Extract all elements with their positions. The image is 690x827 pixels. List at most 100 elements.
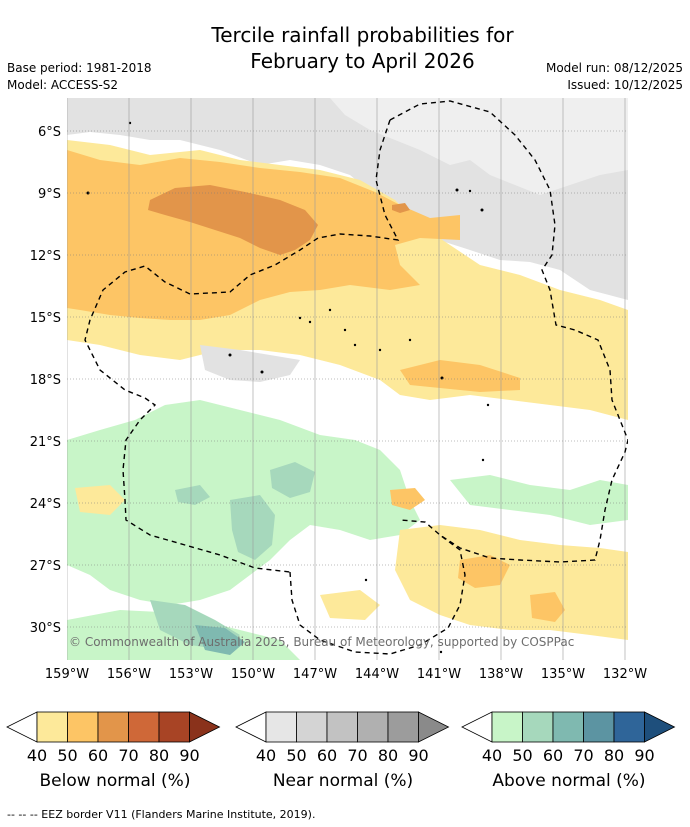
legend-tick: 90 (408, 746, 428, 765)
legend-above-normal: 40 50 60 70 80 90 (461, 711, 676, 765)
legend-swatch (357, 711, 389, 743)
eez-note: -- -- -- EEZ border V11 (Flanders Marine… (7, 808, 316, 821)
below-normal-band-60 (148, 185, 318, 255)
lon-label: 159°W (45, 667, 89, 682)
legend-under-triangle (461, 711, 493, 743)
legend-tick: 50 (57, 746, 77, 765)
lat-label: 30°S (30, 621, 61, 636)
legend-tick: 80 (604, 746, 624, 765)
near-normal-patch-central (200, 345, 300, 382)
below-normal-band-60-small (392, 203, 410, 213)
legend-tick: 70 (347, 746, 367, 765)
meta-left: Base period: 1981-2018 Model: ACCESS-S2 (7, 60, 152, 94)
lat-label: 24°S (30, 497, 61, 512)
legend-over-triangle (418, 711, 450, 743)
legend-tick: 40 (482, 746, 502, 765)
lon-label: 153°W (169, 667, 213, 682)
legend-swatch (552, 711, 584, 743)
eez-border-south (289, 534, 466, 655)
legend-under-triangle (235, 711, 267, 743)
below-normal-region-south-50 (458, 555, 510, 588)
eez-border-north-west (84, 119, 400, 573)
legend-over-triangle (189, 711, 221, 743)
legend-tick: 80 (378, 746, 398, 765)
legend-tick: 40 (27, 746, 47, 765)
lon-label: 141°W (417, 667, 461, 682)
above-normal-region-50-c (175, 485, 210, 505)
meta-right: Model run: 08/12/2025 Issued: 10/12/2025 (546, 60, 683, 94)
title-line-2: February to April 2026 (250, 49, 475, 73)
legend-tick: 80 (149, 746, 169, 765)
legend-tick: 60 (88, 746, 108, 765)
lon-label: 147°W (293, 667, 337, 682)
meridians (67, 98, 626, 660)
above-normal-region-60 (195, 625, 245, 655)
legend-tick: 70 (118, 746, 138, 765)
legend-below-label: Below normal (%) (39, 771, 191, 791)
lat-label: 21°S (30, 435, 61, 450)
legend-swatch (36, 711, 68, 743)
below-normal-region-sw (320, 590, 380, 620)
legend-near-label: Near normal (%) (272, 771, 414, 791)
lat-label: 9°S (38, 187, 61, 202)
base-period: Base period: 1981-2018 (7, 61, 152, 75)
legend-near-normal: 40 50 60 70 80 90 (235, 711, 450, 765)
lat-label: 27°S (30, 559, 61, 574)
above-normal-region-50 (230, 495, 275, 560)
gridlines (67, 130, 628, 628)
legend-swatch (326, 711, 358, 743)
below-normal-region-24s (390, 488, 425, 510)
legend-tick: 60 (317, 746, 337, 765)
legend-swatch (491, 711, 523, 743)
lat-label: 18°S (30, 373, 61, 388)
copyright-note: © Commonwealth of Australia 2025, Bureau… (69, 635, 574, 649)
lat-label: 12°S (30, 249, 61, 264)
legend-tick: 40 (256, 746, 276, 765)
legend-swatch (128, 711, 160, 743)
lon-label: 135°W (541, 667, 585, 682)
model-name: Model: ACCESS-S2 (7, 78, 119, 92)
legend-over-triangle (644, 711, 676, 743)
lon-label: 150°W (231, 667, 275, 682)
above-normal-region-east (450, 475, 628, 525)
eez-border-north (389, 100, 628, 563)
lat-label: 15°S (30, 311, 61, 326)
legend-swatch (583, 711, 615, 743)
legend-swatch (265, 711, 297, 743)
legend-tick: 60 (543, 746, 563, 765)
issued-date: Issued: 10/12/2025 (567, 78, 683, 92)
legend-swatch (97, 711, 129, 743)
below-normal-region-south-50-b (530, 592, 565, 622)
map-title: Tercile rainfall probabilities for Febru… (0, 22, 690, 74)
legend-swatch (67, 711, 99, 743)
legend-swatch (387, 711, 419, 743)
legend-swatch (613, 711, 645, 743)
legend-tick: 90 (634, 746, 654, 765)
near-normal-region-north-light (330, 98, 628, 195)
model-run: Model run: 08/12/2025 (545, 61, 683, 75)
legend-tick: 50 (512, 746, 532, 765)
legend-under-triangle (6, 711, 38, 743)
legend-below-normal: 40 50 60 70 80 90 (6, 711, 221, 765)
legend-swatch (158, 711, 190, 743)
legend-tick: 90 (179, 746, 199, 765)
legend-above-label: Above normal (%) (492, 771, 646, 791)
latitude-labels: 6°S 9°S 12°S 15°S 18°S 21°S 24°S 27°S 30… (30, 125, 61, 636)
legend-swatch (296, 711, 328, 743)
above-normal-region-50-b (270, 462, 315, 498)
lon-label: 144°W (355, 667, 399, 682)
probability-map: © Commonwealth of Australia 2025, Bureau… (67, 98, 628, 660)
below-normal-band-50-east (400, 360, 520, 392)
below-normal-region-south (395, 525, 628, 640)
lon-label: 156°W (107, 667, 151, 682)
legend-swatch (522, 711, 554, 743)
lon-label: 132°W (603, 667, 647, 682)
lat-label: 6°S (38, 125, 61, 140)
lon-label: 138°W (479, 667, 523, 682)
title-line-1: Tercile rainfall probabilities for (211, 23, 514, 47)
below-normal-region-west (75, 485, 125, 515)
longitude-labels: 159°W 156°W 153°W 150°W 147°W 144°W 141°… (45, 667, 647, 682)
legend-tick: 50 (286, 746, 306, 765)
legend-tick: 70 (573, 746, 593, 765)
